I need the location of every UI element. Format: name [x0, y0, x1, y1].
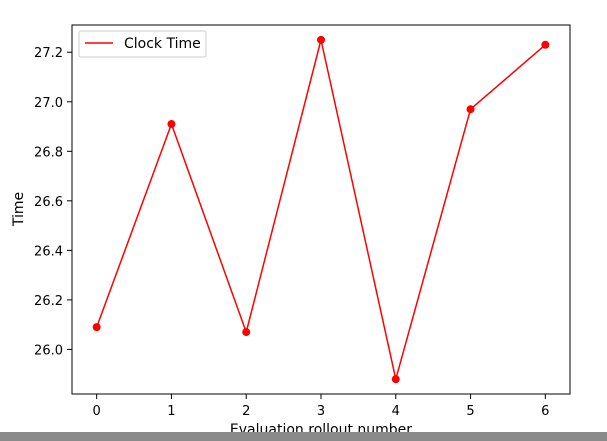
y-tick-label: 27.0 — [34, 96, 63, 111]
data-point — [242, 328, 251, 337]
data-point — [391, 375, 400, 384]
data-point — [541, 40, 550, 49]
legend-box — [78, 30, 207, 58]
x-tick-label: 5 — [466, 404, 474, 419]
y-tick-label: 26.6 — [34, 195, 63, 210]
legend: Clock Time — [78, 30, 207, 58]
plot-background — [72, 25, 570, 394]
data-point — [92, 323, 101, 332]
y-axis-ticks: 26.0 26.2 26.4 26.6 26.8 27.0 27.2 — [34, 46, 72, 358]
x-axis-ticks: 0 1 2 3 4 5 6 — [93, 394, 549, 419]
y-tick-label: 26.0 — [34, 343, 63, 358]
legend-label: Clock Time — [124, 36, 201, 52]
y-axis-label: Time — [11, 192, 27, 227]
x-tick-label: 1 — [167, 404, 175, 419]
data-point — [466, 105, 475, 114]
data-point — [167, 120, 176, 129]
y-tick-label: 26.8 — [34, 145, 63, 160]
y-tick-label: 27.2 — [34, 46, 63, 61]
y-tick-label: 26.2 — [34, 294, 63, 309]
x-tick-label: 2 — [242, 404, 250, 419]
x-tick-label: 3 — [317, 404, 325, 419]
window-bottom-bar — [0, 432, 607, 441]
data-point — [317, 35, 325, 44]
x-tick-label: 0 — [93, 404, 101, 419]
x-tick-label: 4 — [392, 404, 400, 419]
plot-frame — [71, 24, 571, 395]
y-tick-label: 26.4 — [34, 244, 63, 259]
series-layer — [92, 35, 550, 384]
x-tick-label: 6 — [541, 404, 549, 419]
